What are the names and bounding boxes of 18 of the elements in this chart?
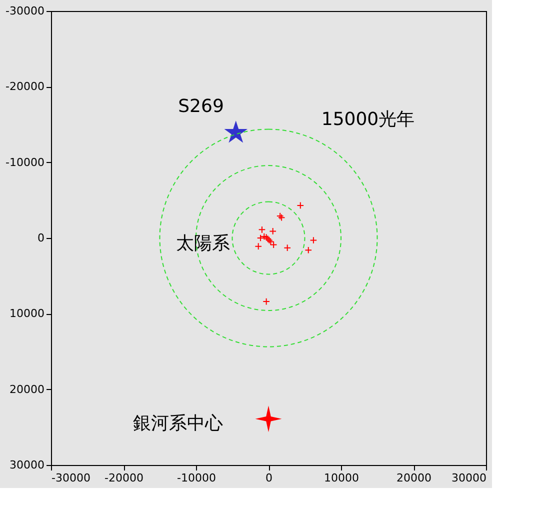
y-tick-label: -20000 [6,80,44,94]
x-tick-label: -10000 [177,472,216,484]
x-tick-label: 0 [266,472,272,484]
y-tick-label: 20000 [10,382,44,396]
annotation: 銀河系中心 [133,413,223,434]
x-tick-label: 20000 [396,472,432,484]
x-tick-label: -30000 [52,472,90,484]
y-tick-label: -30000 [6,4,44,18]
x-tick-label: -20000 [104,472,144,484]
y-tick-label: 30000 [10,458,44,472]
annotation: 太陽系 [176,233,230,254]
annotation: S269 [178,96,224,117]
y-tick-label: 10000 [10,307,44,320]
x-tick-label: 10000 [324,472,359,484]
annotation: 15000光年 [321,109,415,130]
x-tick-label: 30000 [452,472,486,484]
y-tick-label: 0 [38,232,44,244]
y-tick-label: -10000 [6,156,44,169]
